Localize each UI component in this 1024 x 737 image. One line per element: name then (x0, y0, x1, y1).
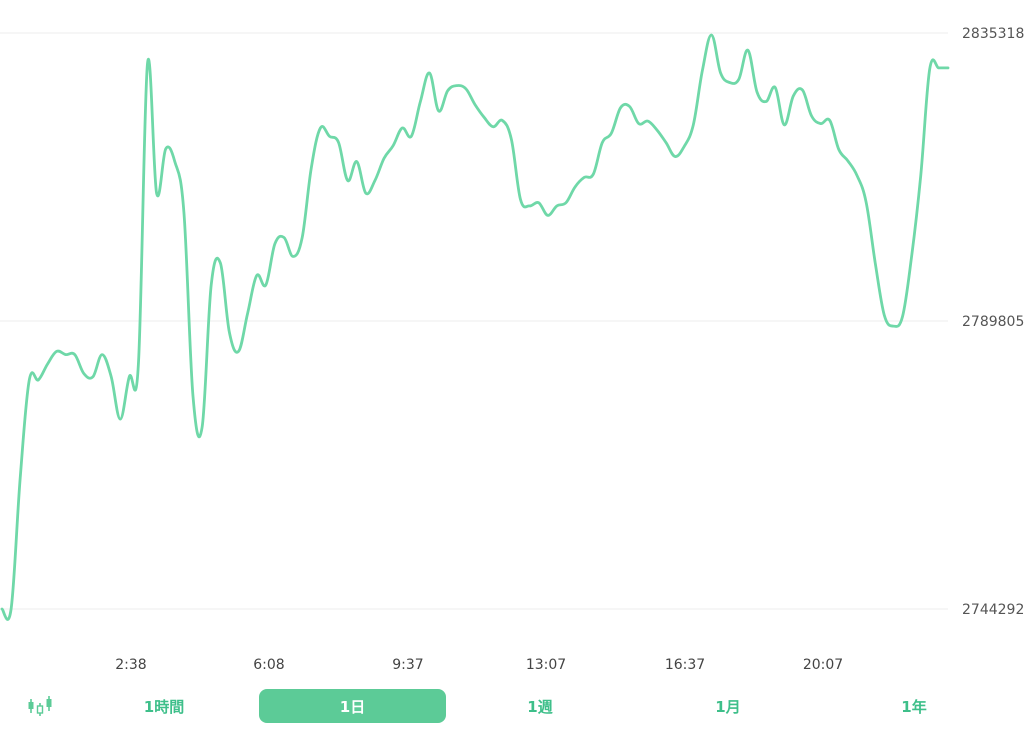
price-line-chart: 2835318 2789805 2744292 2:38 6:08 9:37 1… (0, 26, 1024, 673)
tab-1-month[interactable]: 1月 (715, 697, 741, 716)
tab-1-year[interactable]: 1年 (901, 697, 927, 716)
x-tick-label: 2:38 (115, 657, 146, 673)
x-tick-label: 13:07 (526, 657, 566, 673)
candlestick-icon (28, 696, 52, 716)
x-tick-label: 6:08 (253, 657, 284, 673)
x-tick-label: 9:37 (392, 657, 423, 673)
price-series-line (0, 33, 950, 621)
candlestick-toggle-button[interactable] (22, 692, 58, 720)
x-tick-label: 20:07 (803, 657, 843, 673)
y-tick-label: 2835318 (962, 26, 1024, 42)
tab-1-week[interactable]: 1週 (527, 697, 553, 716)
x-tick-label: 16:37 (665, 657, 705, 673)
x-axis: 2:38 6:08 9:37 13:07 16:37 20:07 (115, 657, 843, 673)
chart-grid (0, 32, 948, 610)
tab-1-day[interactable]: 1日 (259, 689, 446, 723)
y-axis: 2835318 2789805 2744292 (962, 26, 1024, 618)
tab-1-hour[interactable]: 1時間 (143, 697, 185, 716)
time-range-toolbar: 1時間 1日 1週 1月 1年 (0, 684, 1024, 730)
y-tick-label: 2744292 (962, 602, 1024, 618)
y-tick-label: 2789805 (962, 314, 1024, 330)
